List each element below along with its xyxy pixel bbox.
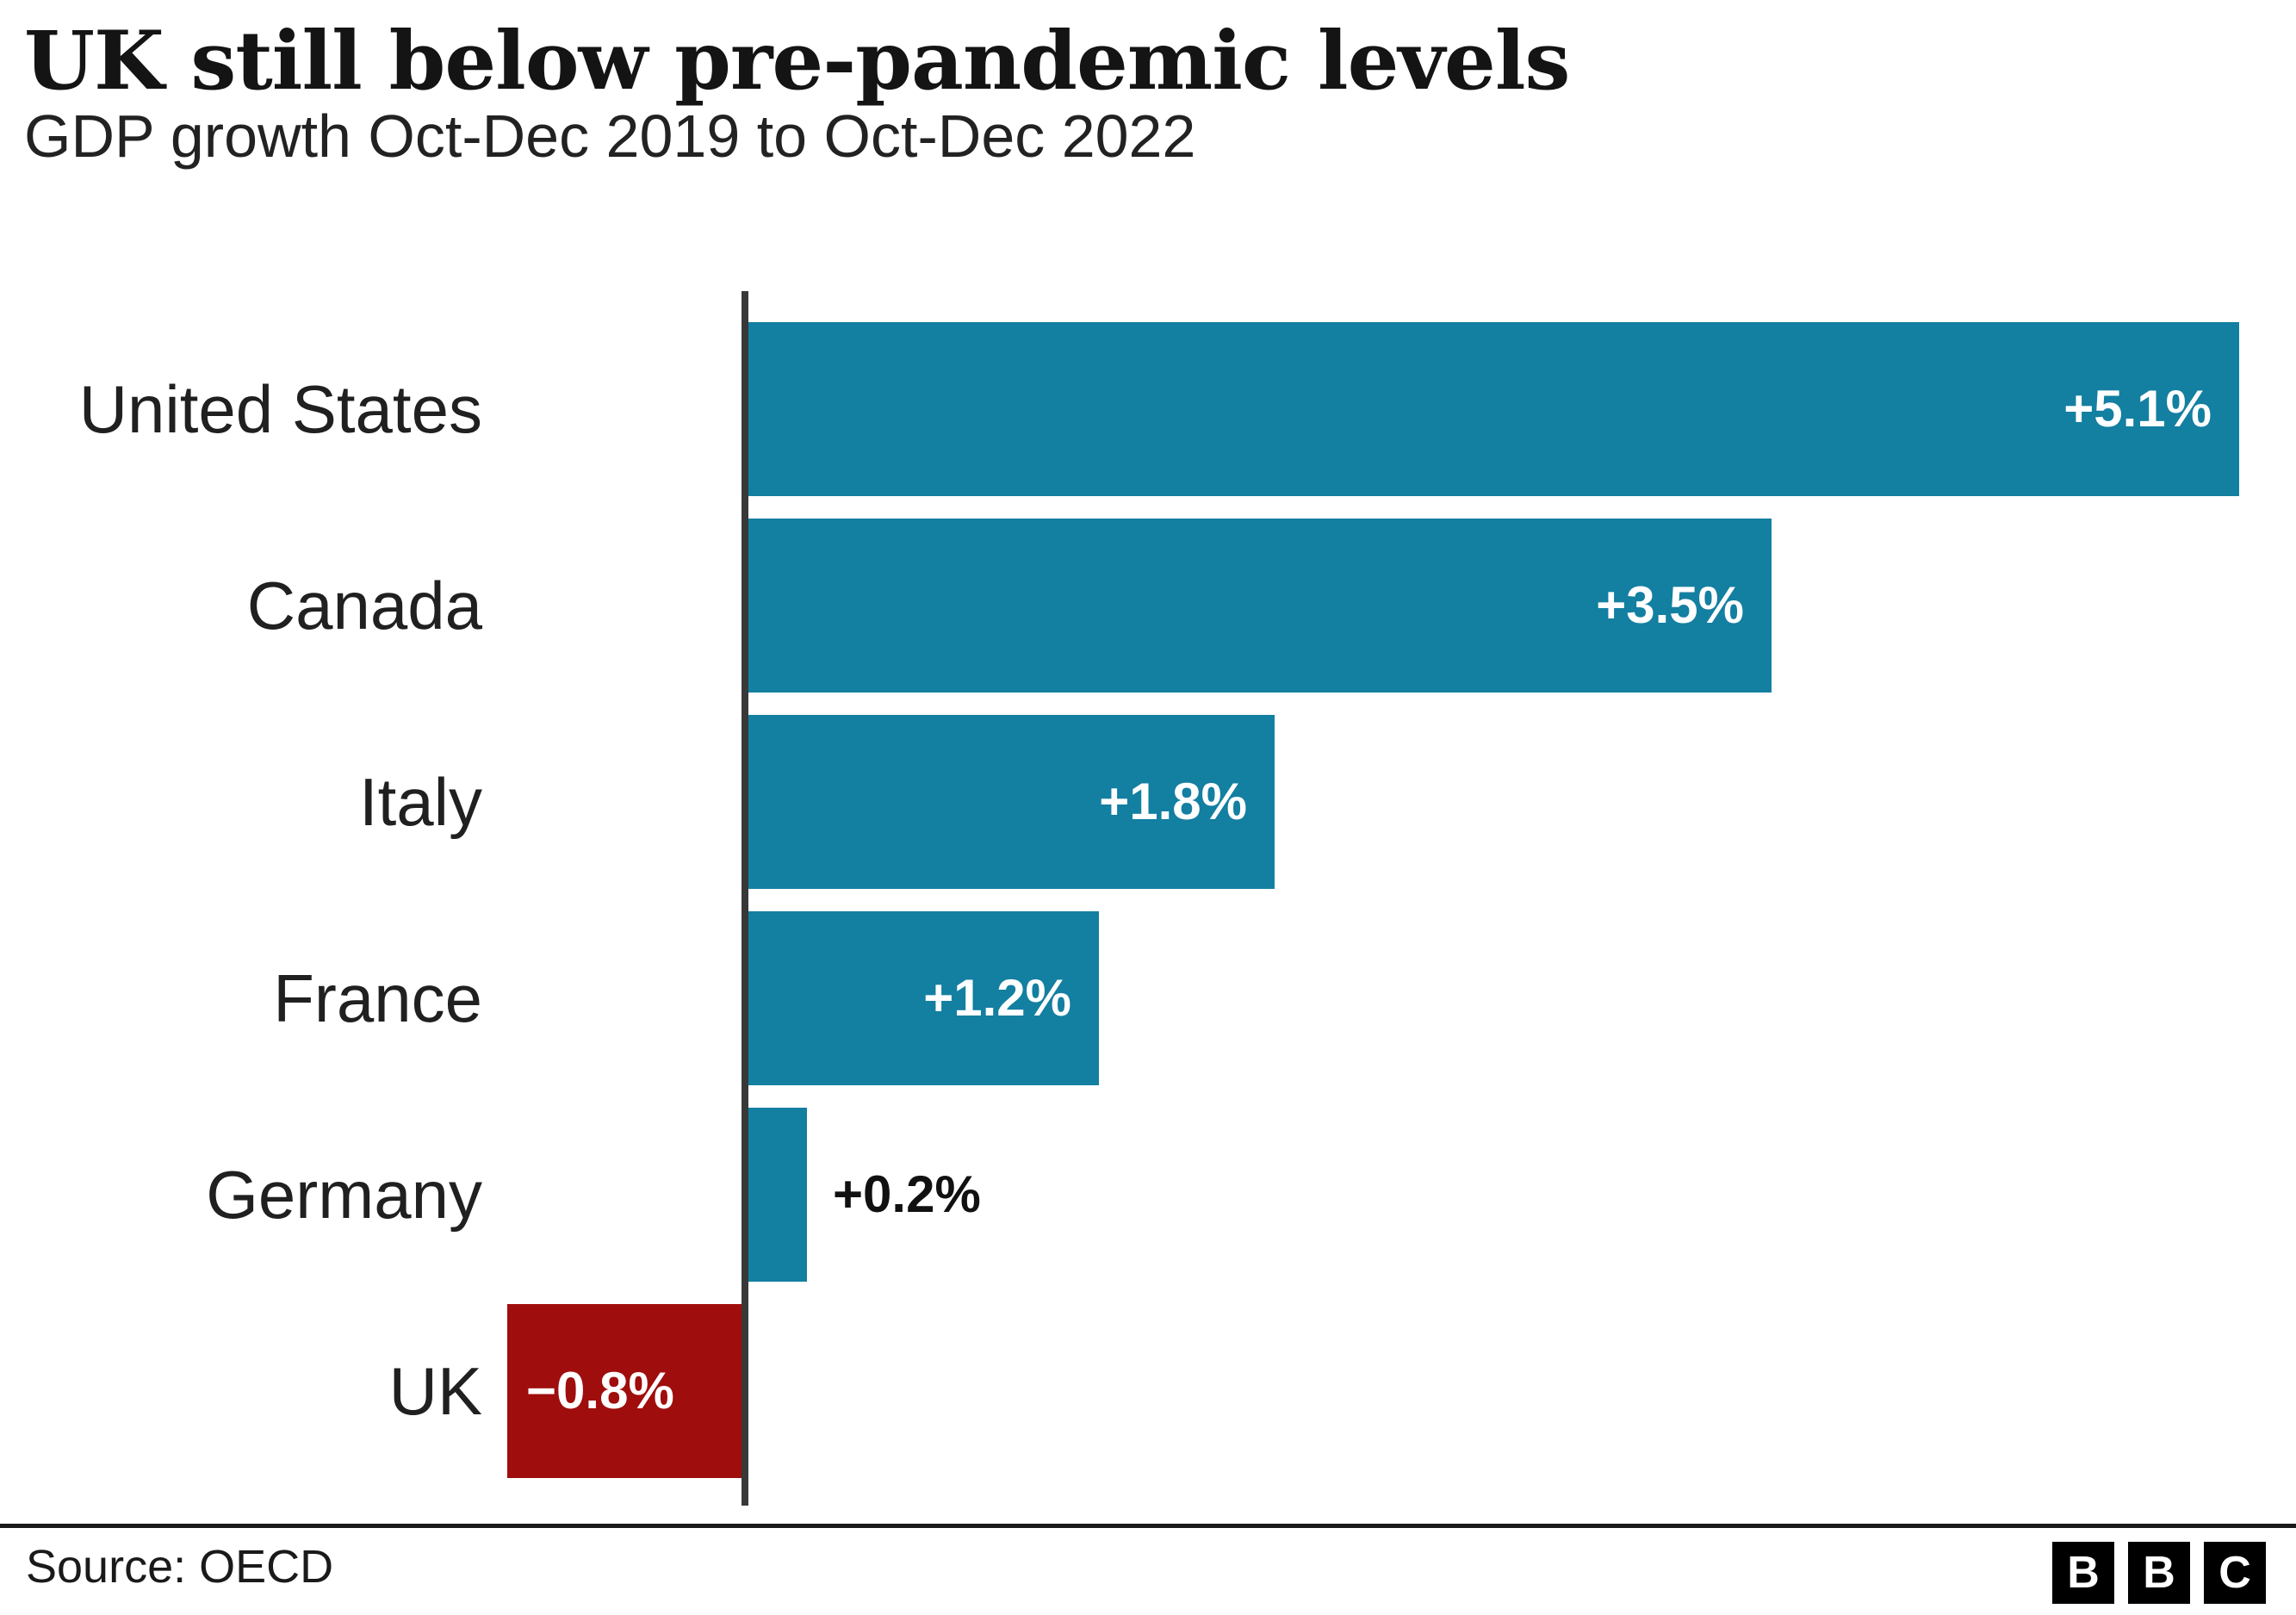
value-label: +5.1% [2063, 380, 2212, 438]
source-label: Source: OECD [26, 1541, 334, 1593]
bar [748, 715, 1275, 889]
category-label: Germany [206, 1157, 482, 1233]
category-label: France [273, 960, 482, 1036]
bar [748, 519, 1772, 693]
chart-title: UK still below pre-pandemic levels [24, 14, 1570, 109]
value-label: +0.2% [833, 1165, 981, 1223]
footer-divider [0, 1524, 2296, 1528]
chart-subtitle: GDP growth Oct-Dec 2019 to Oct-Dec 2022 [24, 102, 1196, 170]
bbc-logo-block: C [2204, 1542, 2266, 1604]
bar [507, 1304, 742, 1478]
value-label: +3.5% [1596, 576, 1744, 634]
bbc-logo-block: B [2052, 1542, 2114, 1604]
y-axis-line [742, 291, 748, 1506]
category-label: UK [388, 1353, 482, 1429]
bar [748, 911, 1099, 1085]
bbc-logo-block: B [2128, 1542, 2190, 1604]
value-label: −0.8% [526, 1362, 674, 1419]
category-label: Italy [358, 764, 482, 840]
bar [748, 322, 2239, 496]
value-label: +1.2% [923, 969, 1071, 1027]
category-label: Canada [246, 568, 482, 643]
value-label: +1.8% [1099, 773, 1247, 830]
category-label: United States [78, 371, 482, 447]
bar [748, 1108, 807, 1282]
